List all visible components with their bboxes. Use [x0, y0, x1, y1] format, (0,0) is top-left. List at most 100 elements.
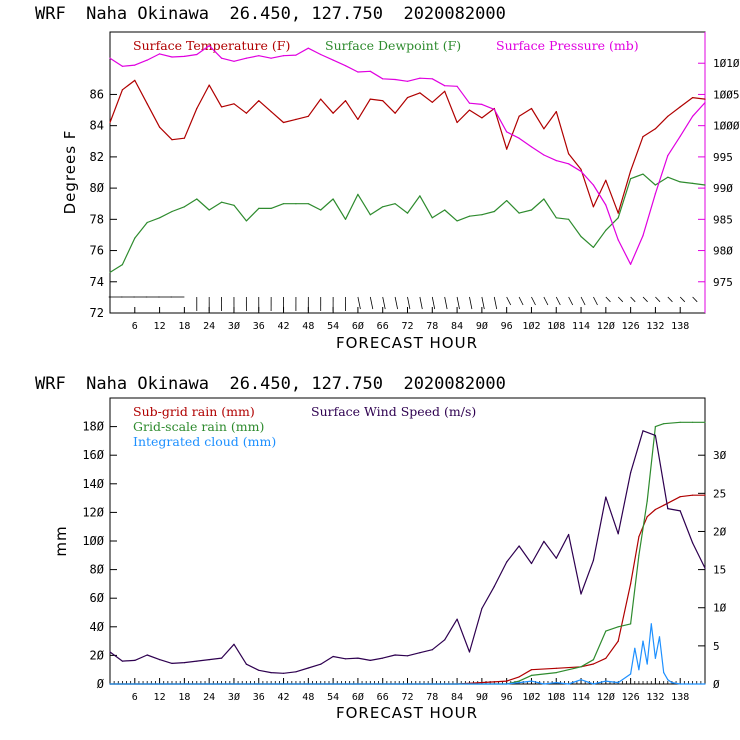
surface-dewpoint-point: [419, 195, 421, 197]
x-tick-label: 96: [501, 692, 513, 703]
x-tick-label: 12: [154, 321, 166, 332]
surface-wind-speed-point: [605, 496, 607, 498]
surface-wind-speed-point: [444, 639, 446, 641]
surface-pressure-point: [208, 45, 210, 47]
surface-pressure-point: [468, 102, 471, 104]
wind-barb: [617, 296, 624, 303]
surface-wind-speed-point: [456, 618, 458, 620]
surface-pressure-point: [233, 60, 235, 62]
surface-wind-speed-point: [667, 508, 669, 510]
surface-pressure-point: [159, 53, 161, 55]
y-tick-label: 72: [90, 306, 104, 320]
x-tick-label: 9Ø: [476, 320, 488, 332]
surface-dewpoint-point: [642, 173, 644, 175]
surface-dewpoint-point: [382, 206, 384, 208]
panel-2-series: [109, 421, 706, 685]
surface-wind-speed-point: [307, 667, 309, 669]
y2-tick-label: 1ØØ5: [713, 88, 740, 101]
surface-wind-speed-point: [642, 430, 644, 432]
wind-barb: [493, 296, 498, 310]
surface-temperature-point: [357, 118, 359, 120]
surface-temperature-point: [332, 112, 334, 114]
surface-temperature-point: [382, 100, 384, 102]
wind-barb: [481, 296, 485, 310]
y2-tick-label: 15: [713, 564, 726, 577]
surface-dewpoint-point: [307, 203, 309, 205]
surface-temperature-point: [406, 97, 409, 99]
surface-dewpoint-point: [530, 209, 533, 211]
x-tick-label: 1Ø2: [522, 691, 540, 703]
x-tick-label: 24: [203, 692, 215, 703]
integrated-cloud-line: [110, 623, 705, 685]
surface-dewpoint-point: [667, 176, 669, 178]
y-tick-label: 1ØØ: [82, 534, 104, 548]
surface-dewpoint-point: [357, 193, 359, 195]
surface-dewpoint-point: [468, 215, 471, 217]
surface-temperature-point: [245, 112, 247, 114]
surface-wind-speed-point: [295, 671, 297, 673]
x-tick-label: 1Ø8: [547, 691, 565, 703]
x-tick-label: 6: [132, 321, 138, 332]
y2-tick-label: 98Ø: [713, 245, 733, 258]
x-tick-label: 6: [132, 692, 138, 703]
panel-1-frame: [109, 31, 706, 314]
panel-1-x-axis: 6 12 18 24 3Ø 36 42 48 54 6Ø 66 72 78 84 9Ø 96 1Ø2 1Ø8 114…: [132, 307, 689, 332]
surface-pressure-point: [258, 55, 260, 57]
sub-grid-rain-point: [654, 508, 657, 511]
integrated-cloud-point: [506, 683, 508, 685]
surface-temperature-point: [667, 115, 669, 117]
sub-grid-rain-point: [663, 504, 665, 506]
surface-temperature-point: [642, 136, 644, 138]
x-tick-label: 66: [377, 321, 389, 332]
surface-pressure-point: [679, 135, 681, 137]
grid-scale-rain-point: [646, 500, 648, 502]
surface-wind-speed-point: [357, 657, 359, 659]
surface-wind-speed-point: [146, 654, 148, 656]
surface-dewpoint-point: [369, 214, 371, 216]
surface-wind-speed-point: [704, 567, 706, 569]
surface-dewpoint-point: [344, 218, 347, 220]
surface-wind-speed-point: [382, 657, 384, 659]
legend-integrated-cloud: Integrated cloud (mm): [133, 434, 276, 449]
surface-pressure-point: [109, 57, 111, 59]
surface-wind-speed-point: [159, 659, 161, 661]
surface-dewpoint-point: [282, 203, 285, 205]
integrated-cloud-point: [642, 640, 644, 642]
x-tick-label: 126: [622, 692, 640, 703]
surface-pressure-point: [667, 155, 669, 157]
y-tick-label: 16Ø: [82, 448, 104, 462]
surface-pressure-point: [481, 103, 483, 105]
x-tick-label: 36: [253, 692, 265, 703]
x-tick-label: 18: [178, 321, 190, 332]
y2-tick-label: 1Ø1Ø: [713, 57, 740, 70]
surface-pressure-point: [196, 53, 198, 56]
y2-tick-label: 985: [713, 213, 733, 226]
x-tick-label: 138: [671, 692, 689, 703]
integrated-cloud-point: [109, 683, 111, 685]
y2-tick-label: 99Ø: [713, 182, 733, 195]
grid-scale-rain-point: [592, 659, 595, 661]
y-tick-label: 14Ø: [82, 477, 104, 491]
surface-pressure-point: [704, 102, 706, 104]
y-tick-label: 8Ø: [90, 181, 105, 195]
legend-gridscale-rain: Grid-scale rain (mm): [133, 419, 264, 434]
legend-surface-temperature: Surface Temperature (F): [133, 38, 290, 53]
integrated-cloud-point: [518, 682, 520, 684]
surface-pressure-point: [221, 57, 223, 59]
surface-temperature-point: [369, 98, 371, 100]
integrated-cloud-point: [543, 683, 545, 685]
surface-temperature-point: [394, 112, 396, 114]
surface-temperature-point: [295, 118, 297, 120]
x-tick-label: 18: [178, 692, 190, 703]
surface-dewpoint-point: [493, 210, 495, 213]
integrated-cloud-point: [692, 683, 694, 685]
surface-pressure-point: [332, 59, 334, 61]
y2-tick-label: 1ØØØ: [713, 120, 740, 133]
surface-temperature-point: [419, 92, 421, 94]
surface-dewpoint-point: [580, 235, 582, 238]
surface-wind-speed-point: [431, 649, 433, 651]
surface-dewpoint-point: [233, 204, 235, 206]
surface-pressure-point: [506, 131, 508, 133]
y-tick-label: Ø: [97, 677, 105, 691]
surface-wind-speed-point: [419, 652, 421, 654]
